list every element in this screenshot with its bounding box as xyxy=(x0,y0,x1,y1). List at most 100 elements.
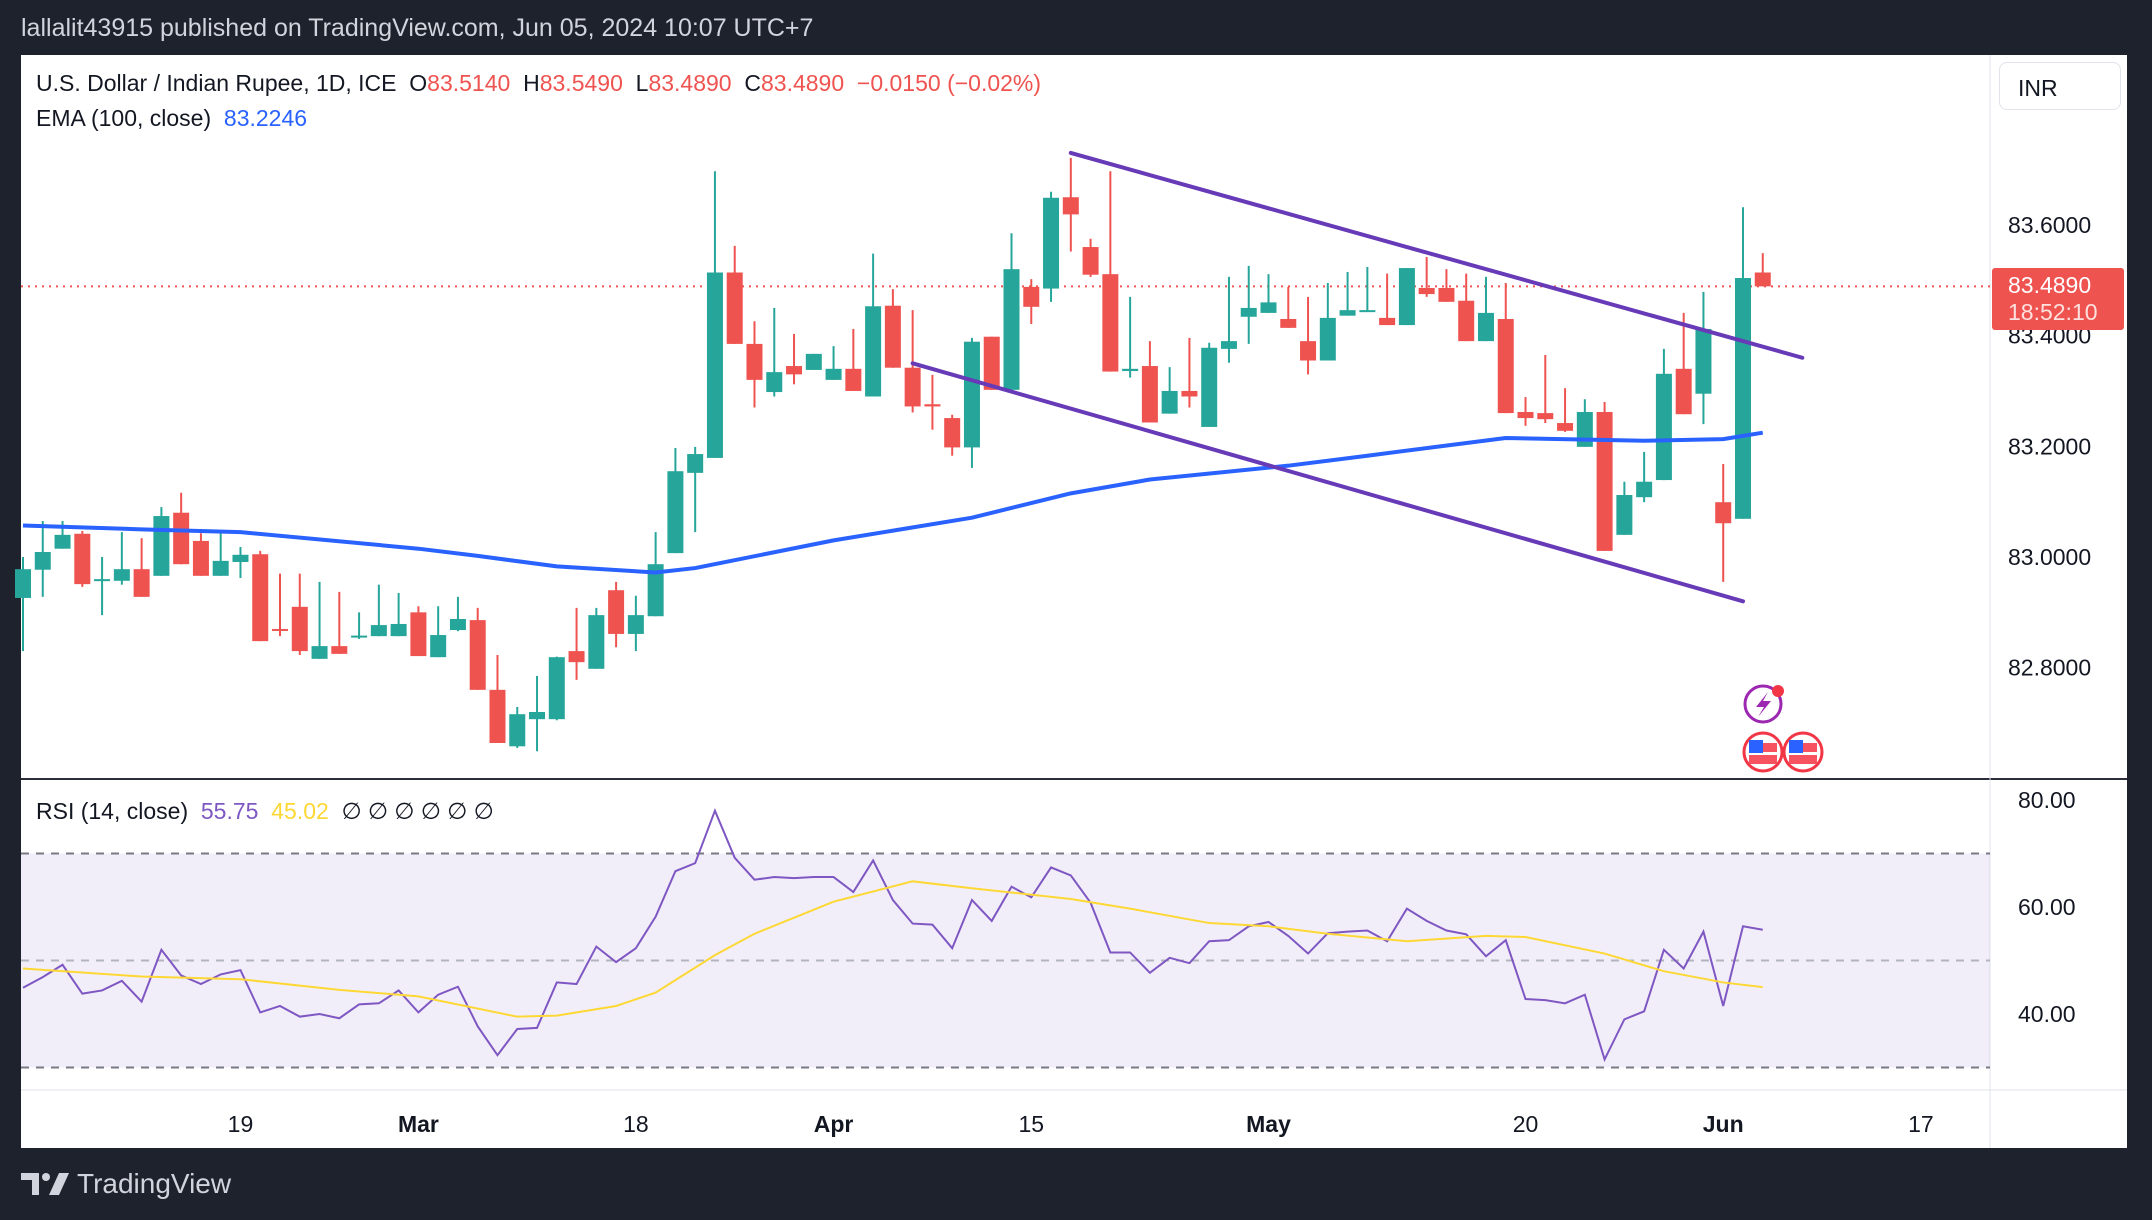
candle-down[interactable] xyxy=(331,646,348,654)
candle-up[interactable] xyxy=(1043,197,1060,289)
symbol-title[interactable]: U.S. Dollar / Indian Rupee, 1D, ICE xyxy=(36,70,397,96)
candle-down[interactable] xyxy=(746,343,763,380)
candle-up[interactable] xyxy=(212,560,229,576)
candle-up[interactable] xyxy=(509,714,526,747)
trendline[interactable] xyxy=(910,361,1745,604)
candle-up[interactable] xyxy=(1616,495,1633,535)
candle-down[interactable] xyxy=(1517,411,1534,419)
candle-up[interactable] xyxy=(1122,368,1139,372)
candle-up[interactable] xyxy=(865,306,882,397)
candle-up[interactable] xyxy=(1339,310,1356,316)
candle-up[interactable] xyxy=(1260,302,1277,313)
candle-down[interactable] xyxy=(133,569,150,597)
candle-down[interactable] xyxy=(845,368,862,391)
candle-down[interactable] xyxy=(786,366,803,375)
candle-down[interactable] xyxy=(252,554,269,642)
candle-down[interactable] xyxy=(1675,368,1692,415)
candle-up[interactable] xyxy=(153,516,170,576)
candle-down[interactable] xyxy=(1300,341,1317,361)
candle-down[interactable] xyxy=(608,590,625,634)
candle-up[interactable] xyxy=(1220,341,1237,349)
candle-up[interactable] xyxy=(627,615,644,634)
footer-brand[interactable]: TradingView xyxy=(21,1168,231,1200)
candle-up[interactable] xyxy=(449,618,466,631)
candle-up[interactable] xyxy=(1398,268,1415,326)
candle-down[interactable] xyxy=(1082,247,1099,275)
candle-down[interactable] xyxy=(1596,411,1613,551)
candle-up[interactable] xyxy=(766,372,783,393)
candle-down[interactable] xyxy=(944,418,961,448)
candle-up[interactable] xyxy=(1201,347,1218,427)
ema-legend[interactable]: EMA (100, close) 83.2246 xyxy=(36,105,307,132)
candle-down[interactable] xyxy=(1102,274,1119,372)
candle-up[interactable] xyxy=(588,615,605,669)
candle-down[interactable] xyxy=(192,540,209,576)
candle-up[interactable] xyxy=(390,623,407,637)
candle-up[interactable] xyxy=(687,454,704,473)
candle-up[interactable] xyxy=(113,569,130,581)
candle-down[interactable] xyxy=(924,404,941,407)
candle-down[interactable] xyxy=(904,367,921,407)
candle-up[interactable] xyxy=(430,635,447,658)
candle-down[interactable] xyxy=(74,533,91,585)
candle-up[interactable] xyxy=(1240,307,1257,317)
candle-up[interactable] xyxy=(1734,278,1751,519)
candle-up[interactable] xyxy=(1161,390,1178,414)
candle-down[interactable] xyxy=(1280,318,1297,328)
candle-down[interactable] xyxy=(291,606,308,652)
candle-up[interactable] xyxy=(351,635,368,638)
candle-down[interactable] xyxy=(1754,272,1771,287)
candle-down[interactable] xyxy=(1418,287,1435,295)
rsi-ma-line[interactable] xyxy=(22,880,1763,1018)
chart-panel[interactable] xyxy=(21,55,2127,1148)
candle-up[interactable] xyxy=(706,272,723,458)
candle-down[interactable] xyxy=(1497,318,1514,414)
candle-up[interactable] xyxy=(232,554,249,562)
candle-up[interactable] xyxy=(805,353,822,370)
candle-up[interactable] xyxy=(15,569,31,598)
candle-up[interactable] xyxy=(34,552,51,570)
candle-up[interactable] xyxy=(1655,373,1672,481)
candle-down[interactable] xyxy=(1557,423,1574,431)
candle-down[interactable] xyxy=(1141,366,1158,423)
candle-down[interactable] xyxy=(1181,390,1198,397)
candle-up[interactable] xyxy=(1636,481,1653,498)
candle-down[interactable] xyxy=(272,628,289,631)
candle-down[interactable] xyxy=(410,612,427,657)
candle-up[interactable] xyxy=(1319,317,1336,361)
candle-up[interactable] xyxy=(529,711,546,720)
candle-up[interactable] xyxy=(54,534,71,549)
candle-down[interactable] xyxy=(1537,413,1554,420)
trendline[interactable] xyxy=(1068,150,1805,360)
candle-up[interactable] xyxy=(963,341,980,448)
candle-down[interactable] xyxy=(1458,300,1475,342)
candle-down[interactable] xyxy=(489,689,506,743)
candle-up[interactable] xyxy=(1359,310,1376,313)
candle-up[interactable] xyxy=(1003,269,1020,390)
candle-down[interactable] xyxy=(1438,287,1455,302)
candle-up[interactable] xyxy=(1695,328,1712,394)
candle-down[interactable] xyxy=(173,512,190,565)
candle-down[interactable] xyxy=(983,336,1000,390)
candle-up[interactable] xyxy=(647,564,664,617)
candle-up[interactable] xyxy=(825,368,842,380)
candle-up[interactable] xyxy=(1477,312,1494,342)
candle-down[interactable] xyxy=(1379,317,1396,326)
currency-button[interactable]: INR xyxy=(1999,62,2121,110)
candle-up[interactable] xyxy=(94,579,111,582)
rsi-line[interactable] xyxy=(22,807,1763,1063)
candle-down[interactable] xyxy=(726,272,743,344)
candle-down[interactable] xyxy=(1062,197,1079,215)
candle-up[interactable] xyxy=(548,657,565,720)
candle-down[interactable] xyxy=(1715,502,1732,524)
rsi-legend[interactable]: RSI (14, close) 55.75 45.02 ∅ ∅ ∅ ∅ ∅ ∅ xyxy=(36,798,494,825)
candle-down[interactable] xyxy=(884,305,901,368)
candle-up[interactable] xyxy=(370,625,387,637)
ema-100-line[interactable] xyxy=(22,430,1764,575)
candle-down[interactable] xyxy=(568,651,585,663)
candle-down[interactable] xyxy=(469,620,486,690)
candle-down[interactable] xyxy=(1023,286,1040,307)
candle-up[interactable] xyxy=(311,646,328,659)
candle-up[interactable] xyxy=(667,471,684,554)
